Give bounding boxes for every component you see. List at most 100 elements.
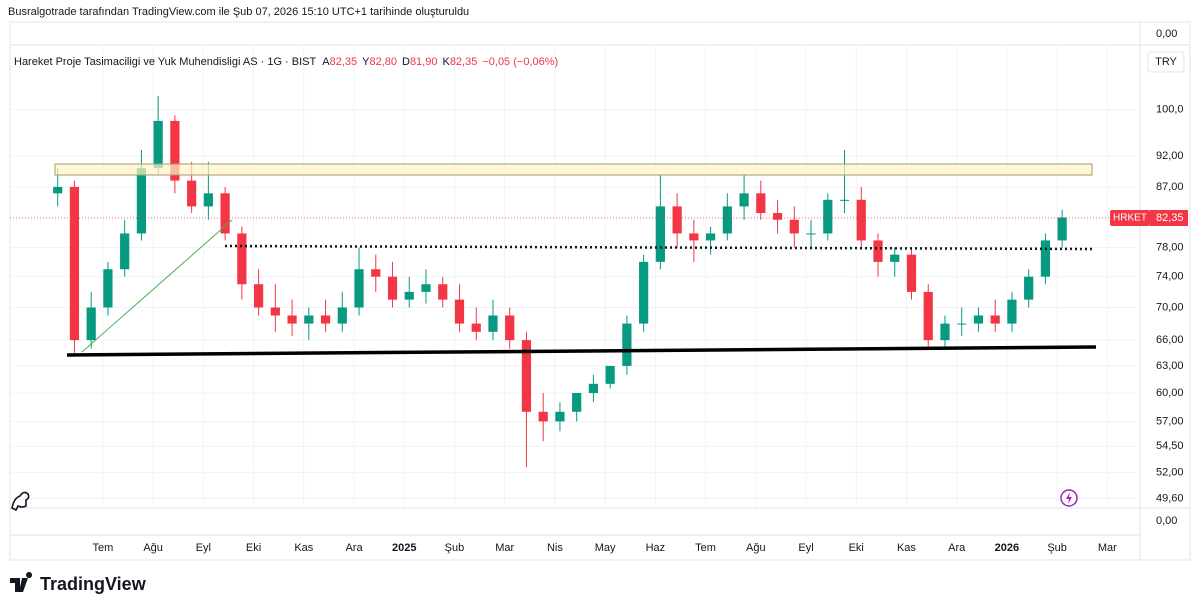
support-line — [66, 345, 1097, 357]
currency-box — [1147, 51, 1185, 73]
y-tick-label: 49,60 — [1156, 492, 1184, 504]
legend-change: −0,05 (−0,06%) — [482, 56, 558, 68]
candle-body — [438, 284, 448, 300]
candle-body — [103, 269, 113, 308]
y-tick-label: 66,00 — [1156, 334, 1184, 346]
candle-body — [940, 323, 950, 341]
x-tick-label: Ağu — [143, 542, 163, 554]
candle-body — [957, 323, 967, 325]
candle-body — [873, 240, 883, 262]
candle-body — [454, 299, 465, 324]
bottom-pane-label: 0,00 — [1156, 515, 1177, 527]
candle-body — [304, 315, 314, 324]
symbol-title: Hareket Proje Tasimaciligi ve Yuk Muhend… — [14, 56, 317, 68]
candle-body — [672, 206, 682, 234]
frame — [9, 21, 1191, 561]
candle-body — [722, 206, 732, 234]
grid — [10, 45, 1140, 508]
x-tick-label: Eki — [246, 542, 261, 554]
x-tick-label: Kas — [897, 542, 916, 554]
candle-body — [220, 193, 230, 234]
currency: TRY — [1155, 56, 1177, 68]
y-tick-label: 92,00 — [1156, 150, 1184, 162]
candle-body — [237, 233, 247, 285]
y-tick-label: 74,00 — [1156, 271, 1184, 283]
logo-mark — [10, 572, 33, 592]
candle-body — [253, 284, 264, 308]
x-tick-label: Ara — [948, 542, 966, 554]
candle-body — [270, 307, 280, 316]
candle-body — [772, 213, 783, 220]
symbol-tag — [1110, 210, 1150, 226]
y-tick-label: 52,00 — [1156, 466, 1184, 478]
y-tick-label: 100,0 — [1156, 104, 1184, 116]
legend-key: Y — [362, 56, 370, 68]
legend-value: 82,35 — [330, 56, 358, 68]
price-tag — [1150, 210, 1188, 226]
x-tick-label: Şub — [445, 542, 465, 554]
candles — [53, 95, 1067, 468]
candle-body — [890, 254, 900, 262]
legend-value: 82,80 — [369, 56, 397, 68]
legend-value: 82,35 — [450, 56, 478, 68]
candle-body — [823, 199, 833, 234]
candle-body — [320, 315, 331, 324]
y-tick-label: 57,00 — [1156, 415, 1184, 427]
candle-body — [572, 392, 582, 412]
top-pane-label: 0,00 — [1156, 28, 1177, 40]
candle-body — [990, 315, 1000, 324]
candle-body — [69, 186, 80, 341]
candle-body — [404, 291, 414, 300]
candle-body — [639, 261, 649, 324]
x-tick-label: Eki — [849, 542, 864, 554]
y-tick-label: 60,00 — [1156, 387, 1184, 399]
x-tick-label: Eyl — [196, 542, 211, 554]
candle-body — [371, 269, 381, 277]
ohlc-legend: A 82,35 Y 82,80 D 81,90 K 82,35 −0,05 (−0,06%) — [322, 56, 558, 68]
candle-body — [488, 315, 498, 332]
candle-body — [839, 199, 850, 201]
candle-body — [588, 383, 599, 393]
candle-body — [1057, 217, 1067, 241]
flash-glyph — [1066, 492, 1072, 504]
legend-key: A — [322, 56, 330, 68]
x-tick-label: May — [595, 542, 616, 554]
candle-body — [806, 233, 816, 235]
candle-body — [354, 269, 364, 308]
candle-body — [605, 365, 615, 384]
candle-body — [1007, 299, 1017, 324]
x-tick-label: Haz — [646, 542, 666, 554]
candle-body — [170, 120, 180, 181]
y-tick-label: 63,00 — [1156, 360, 1184, 372]
candle-body — [53, 186, 63, 194]
candle-body — [856, 199, 866, 241]
candle-body — [86, 307, 96, 341]
price-tag-text: 82,35 — [1156, 212, 1184, 224]
candle-body — [521, 340, 532, 412]
y-tick-label: 54,50 — [1156, 440, 1184, 452]
candle-body — [555, 411, 565, 422]
y-tick-label: 78,00 — [1156, 241, 1184, 253]
x-tick-label: Tem — [93, 542, 114, 554]
x-tick-label: Tem — [695, 542, 716, 554]
candle-body — [973, 315, 984, 324]
logo-text: TradingView — [40, 574, 147, 594]
legend-key: D — [402, 56, 410, 68]
x-tick-label: 2025 — [392, 542, 416, 554]
candle-body — [120, 233, 130, 270]
candle-body — [1040, 240, 1051, 277]
candle-body — [187, 180, 197, 207]
x-tick-label: Mar — [1098, 542, 1117, 554]
candle-body — [471, 323, 481, 332]
x-tick-label: Eyl — [798, 542, 813, 554]
candle-body — [622, 323, 632, 366]
dino-icon[interactable] — [11, 491, 30, 512]
credit: Busralgotrade tarafından TradingView.com… — [8, 6, 469, 18]
candle-body — [387, 276, 398, 300]
candle-body — [923, 291, 933, 341]
candle-body — [1024, 276, 1034, 300]
x-tick-label: Kas — [294, 542, 313, 554]
x-tick-label: Şub — [1047, 542, 1067, 554]
candle-body — [153, 120, 163, 169]
